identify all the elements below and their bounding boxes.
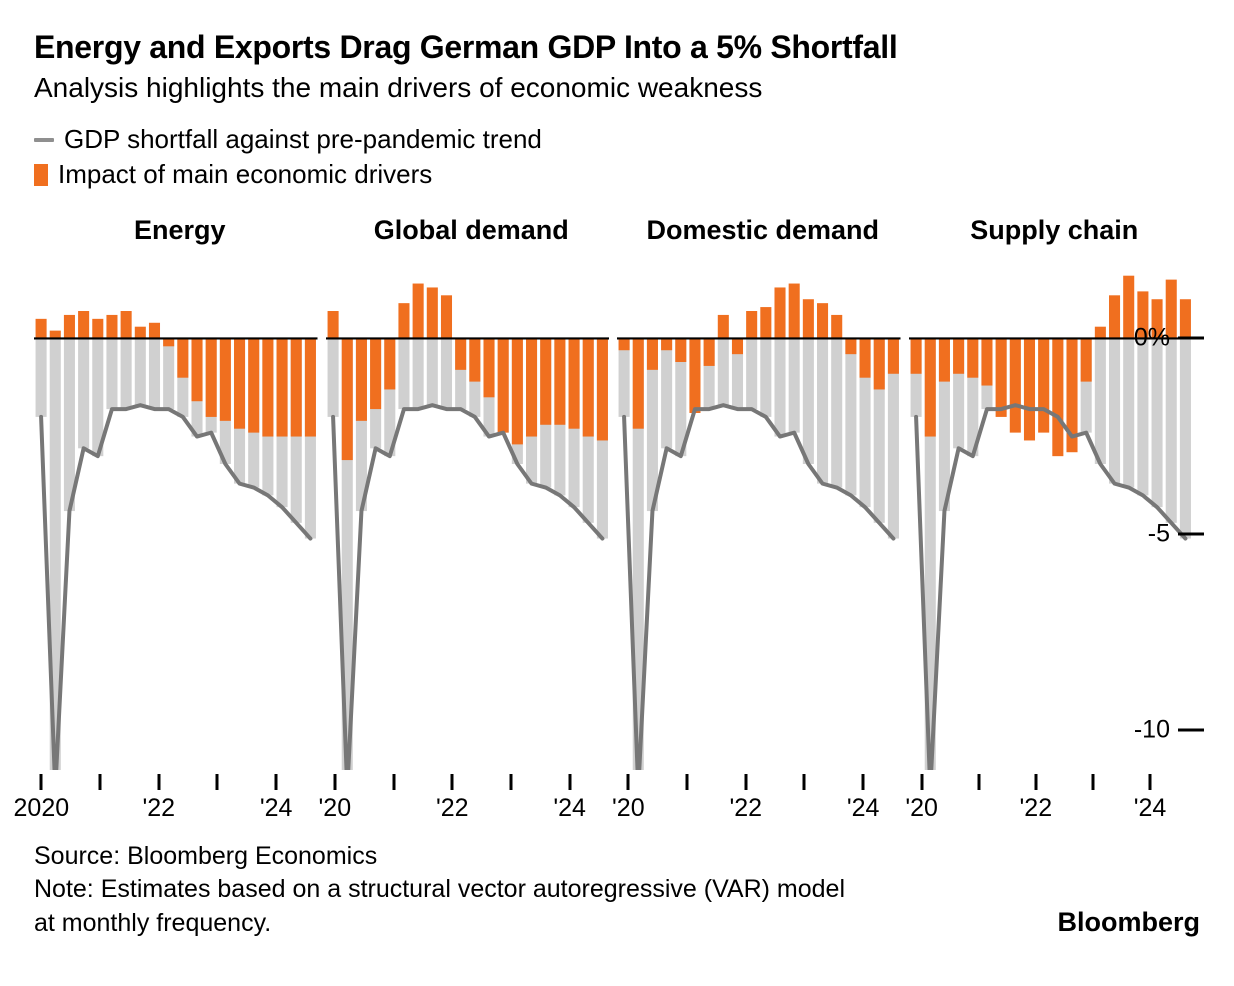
chart-panel bbox=[326, 260, 618, 770]
x-tick bbox=[568, 774, 571, 790]
x-axis-panel: '20'22'24 bbox=[328, 774, 622, 822]
x-axis-panel: 2020'22'24 bbox=[34, 774, 328, 822]
x-tick bbox=[275, 774, 278, 790]
chart-area: 0%-5-10 bbox=[34, 260, 1200, 770]
x-tick-label: '22 bbox=[1020, 794, 1053, 823]
x-tick bbox=[1091, 774, 1094, 790]
x-axis: 2020'22'24'20'22'24'20'22'24'20'22'24 bbox=[34, 774, 1200, 822]
x-tick bbox=[392, 774, 395, 790]
legend-line-icon bbox=[34, 138, 54, 142]
panel-title: Global demand bbox=[326, 215, 618, 246]
x-tick bbox=[803, 774, 806, 790]
panel-titles-row: EnergyGlobal demandDomestic demandSupply… bbox=[34, 215, 1200, 246]
chart-panel bbox=[617, 260, 909, 770]
x-tick bbox=[157, 774, 160, 790]
legend-line-label: GDP shortfall against pre-pandemic trend bbox=[64, 122, 542, 157]
chart-panel bbox=[34, 260, 326, 770]
x-tick-label: '22 bbox=[436, 794, 469, 823]
x-tick bbox=[99, 774, 102, 790]
chart-title: Energy and Exports Drag German GDP Into … bbox=[34, 28, 1200, 66]
x-tick bbox=[686, 774, 689, 790]
x-tick bbox=[1034, 774, 1037, 790]
x-tick bbox=[862, 774, 865, 790]
x-tick bbox=[977, 774, 980, 790]
x-tick bbox=[1149, 774, 1152, 790]
x-tick-label: '22 bbox=[142, 794, 175, 823]
note-text: Note: Estimates based on a structural ve… bbox=[34, 873, 854, 941]
x-tick bbox=[627, 774, 630, 790]
x-tick bbox=[40, 774, 43, 790]
legend: GDP shortfall against pre-pandemic trend… bbox=[34, 122, 1200, 192]
x-tick bbox=[451, 774, 454, 790]
source-text: Source: Bloomberg Economics bbox=[34, 840, 854, 874]
x-tick bbox=[509, 774, 512, 790]
chart-subtitle: Analysis highlights the main drivers of … bbox=[34, 72, 1200, 104]
legend-bar-label: Impact of main economic drivers bbox=[58, 157, 432, 192]
x-tick bbox=[920, 774, 923, 790]
panel-title: Supply chain bbox=[909, 215, 1201, 246]
chart-footer: Source: Bloomberg Economics Note: Estima… bbox=[34, 840, 1200, 941]
x-tick-label: '22 bbox=[729, 794, 762, 823]
panel-title: Domestic demand bbox=[617, 215, 909, 246]
brand-label: Bloomberg bbox=[1057, 904, 1200, 940]
x-axis-panel: '20'22'24 bbox=[621, 774, 915, 822]
x-tick-label: '20 bbox=[319, 794, 352, 823]
x-tick bbox=[216, 774, 219, 790]
x-tick-label: '20 bbox=[905, 794, 938, 823]
x-tick-label: '24 bbox=[553, 794, 586, 823]
x-axis-panel: '20'22'24 bbox=[915, 774, 1201, 822]
x-tick-label: '24 bbox=[260, 794, 293, 823]
x-tick-label: '20 bbox=[612, 794, 645, 823]
x-tick bbox=[744, 774, 747, 790]
chart-panel bbox=[909, 260, 1201, 770]
x-tick-label: '24 bbox=[847, 794, 880, 823]
panel-title: Energy bbox=[34, 215, 326, 246]
x-tick-label: '24 bbox=[1134, 794, 1167, 823]
x-tick bbox=[333, 774, 336, 790]
legend-bar-icon bbox=[34, 164, 48, 186]
x-tick-label: 2020 bbox=[14, 794, 70, 823]
